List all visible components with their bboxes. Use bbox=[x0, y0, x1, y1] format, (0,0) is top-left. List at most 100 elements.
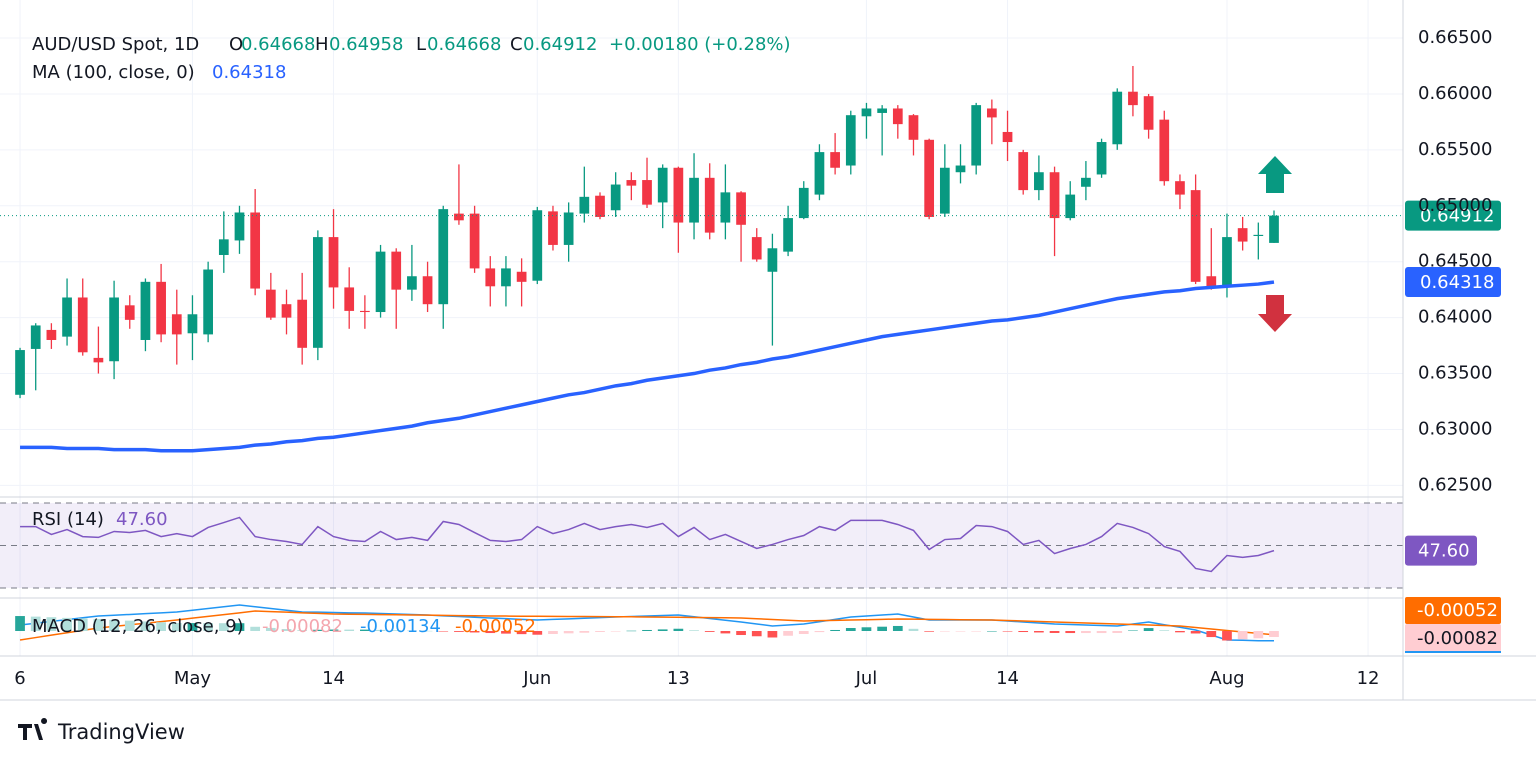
ma-label: 0.64318 bbox=[1420, 272, 1494, 293]
macd-hist-bar bbox=[234, 623, 245, 632]
candle-body bbox=[1034, 172, 1044, 191]
candle-body bbox=[548, 211, 558, 245]
macd-hist-bar bbox=[1096, 631, 1107, 634]
macd-hist-bar bbox=[187, 623, 198, 632]
hist-box bbox=[1405, 624, 1501, 652]
macd-hist-bar bbox=[109, 619, 119, 632]
last-price-box bbox=[1405, 200, 1501, 231]
candle-body bbox=[845, 115, 856, 166]
x-tick-label: Aug bbox=[1209, 668, 1244, 689]
macd-hist-bar bbox=[767, 631, 778, 638]
macd-hist-bar bbox=[1159, 630, 1170, 632]
candle-body bbox=[939, 167, 950, 214]
x-tick-label: May bbox=[174, 668, 212, 689]
candle-body bbox=[77, 297, 88, 353]
candle-body bbox=[1065, 194, 1076, 219]
candle-body bbox=[1237, 228, 1248, 242]
macd-hist-bar bbox=[1143, 628, 1154, 632]
macd-hist-bar bbox=[924, 631, 935, 632]
macd-hist-bar bbox=[1206, 631, 1217, 638]
low-value: 0.64668 bbox=[427, 34, 501, 55]
macd-hist-bar bbox=[93, 618, 104, 632]
candle-body bbox=[516, 271, 527, 282]
macd-hist-bar bbox=[265, 627, 276, 632]
candle-body bbox=[1096, 142, 1107, 175]
macd-hist-bar bbox=[689, 630, 699, 632]
candle-body bbox=[203, 269, 213, 335]
candle-body bbox=[767, 248, 778, 272]
candle-body bbox=[297, 299, 308, 348]
macd-line bbox=[19, 604, 1275, 642]
macd-hist-bar bbox=[1065, 631, 1076, 634]
candle-body bbox=[892, 108, 903, 125]
macd-hist-bar bbox=[218, 623, 229, 632]
candle-body bbox=[736, 192, 746, 225]
candle-body bbox=[971, 105, 982, 166]
candle-body bbox=[109, 297, 119, 362]
macd-hist-bar bbox=[485, 631, 496, 634]
candle-body bbox=[1018, 152, 1029, 191]
y-tick-label: 0.66000 bbox=[1418, 83, 1492, 104]
candle-body bbox=[689, 177, 699, 223]
ohlc-letter: O bbox=[229, 34, 243, 55]
ohlc-letter: L bbox=[416, 34, 426, 55]
macd-hist-bar bbox=[1049, 631, 1060, 633]
macd-hist-bar bbox=[908, 628, 919, 632]
candle-body bbox=[1206, 276, 1217, 287]
brand-logo bbox=[18, 718, 48, 740]
rsi-label: 47.60 bbox=[1418, 541, 1470, 562]
candle-body bbox=[1269, 215, 1279, 243]
candle-body bbox=[344, 287, 355, 311]
candle-body bbox=[704, 177, 715, 233]
candle-body bbox=[171, 314, 182, 335]
candle-body bbox=[328, 237, 339, 288]
macd-hist-bar bbox=[360, 629, 370, 632]
brand: TradingView bbox=[57, 720, 185, 744]
rsi-legend: RSI (14) bbox=[32, 509, 104, 530]
x-tick-label: 6 bbox=[14, 668, 25, 689]
last-price-label: 0.64912 bbox=[1420, 206, 1494, 227]
y-tick-label: 0.62500 bbox=[1418, 474, 1492, 495]
candle-body bbox=[955, 165, 966, 173]
candle-body bbox=[563, 212, 574, 245]
chart-title: AUD/USD Spot, 1D bbox=[32, 34, 199, 55]
macd-hist-bar bbox=[532, 631, 543, 635]
candle-body bbox=[140, 281, 151, 340]
macd-hist-bar bbox=[720, 631, 731, 634]
x-tick-label: 13 bbox=[667, 668, 690, 689]
macd-hist-bar bbox=[814, 631, 825, 633]
up-arrow bbox=[1258, 156, 1292, 193]
signal-line bbox=[19, 610, 1275, 641]
macd-hist-bar bbox=[798, 631, 809, 634]
candle-body bbox=[814, 152, 825, 195]
candle-body bbox=[986, 108, 997, 118]
macd-hist-bar bbox=[1018, 631, 1029, 633]
rsi-value: 47.60 bbox=[116, 509, 168, 530]
ma-line bbox=[20, 280, 1275, 453]
candle-body bbox=[626, 180, 637, 186]
macd-hist-bar bbox=[939, 631, 950, 632]
candle-body bbox=[1159, 119, 1170, 182]
macd-hist-bar bbox=[1237, 631, 1248, 640]
macd-hist-bar bbox=[30, 616, 41, 632]
signal-box bbox=[1405, 597, 1501, 624]
candle-body bbox=[751, 237, 762, 260]
candle-body bbox=[156, 281, 166, 335]
candle-body bbox=[1253, 234, 1264, 236]
candle-body bbox=[1002, 131, 1013, 143]
y-tick-label: 0.65500 bbox=[1418, 139, 1492, 160]
macd-hist-bar bbox=[610, 631, 621, 632]
macd-hist-bar bbox=[46, 617, 57, 632]
macd-hist-bar bbox=[328, 629, 339, 632]
macd-hist-bar bbox=[203, 623, 213, 632]
y-tick-label: 0.63500 bbox=[1418, 363, 1492, 384]
ma-legend: MA (100, close, 0) bbox=[32, 62, 195, 83]
macd-hist-bar bbox=[422, 630, 433, 632]
candle-body bbox=[610, 184, 621, 211]
y-tick-label: 0.65000 bbox=[1418, 195, 1492, 216]
candle-body bbox=[908, 115, 919, 140]
macd-hist-bar bbox=[124, 620, 135, 632]
candle-body bbox=[438, 209, 449, 305]
macd-hist-bar bbox=[704, 631, 715, 632]
